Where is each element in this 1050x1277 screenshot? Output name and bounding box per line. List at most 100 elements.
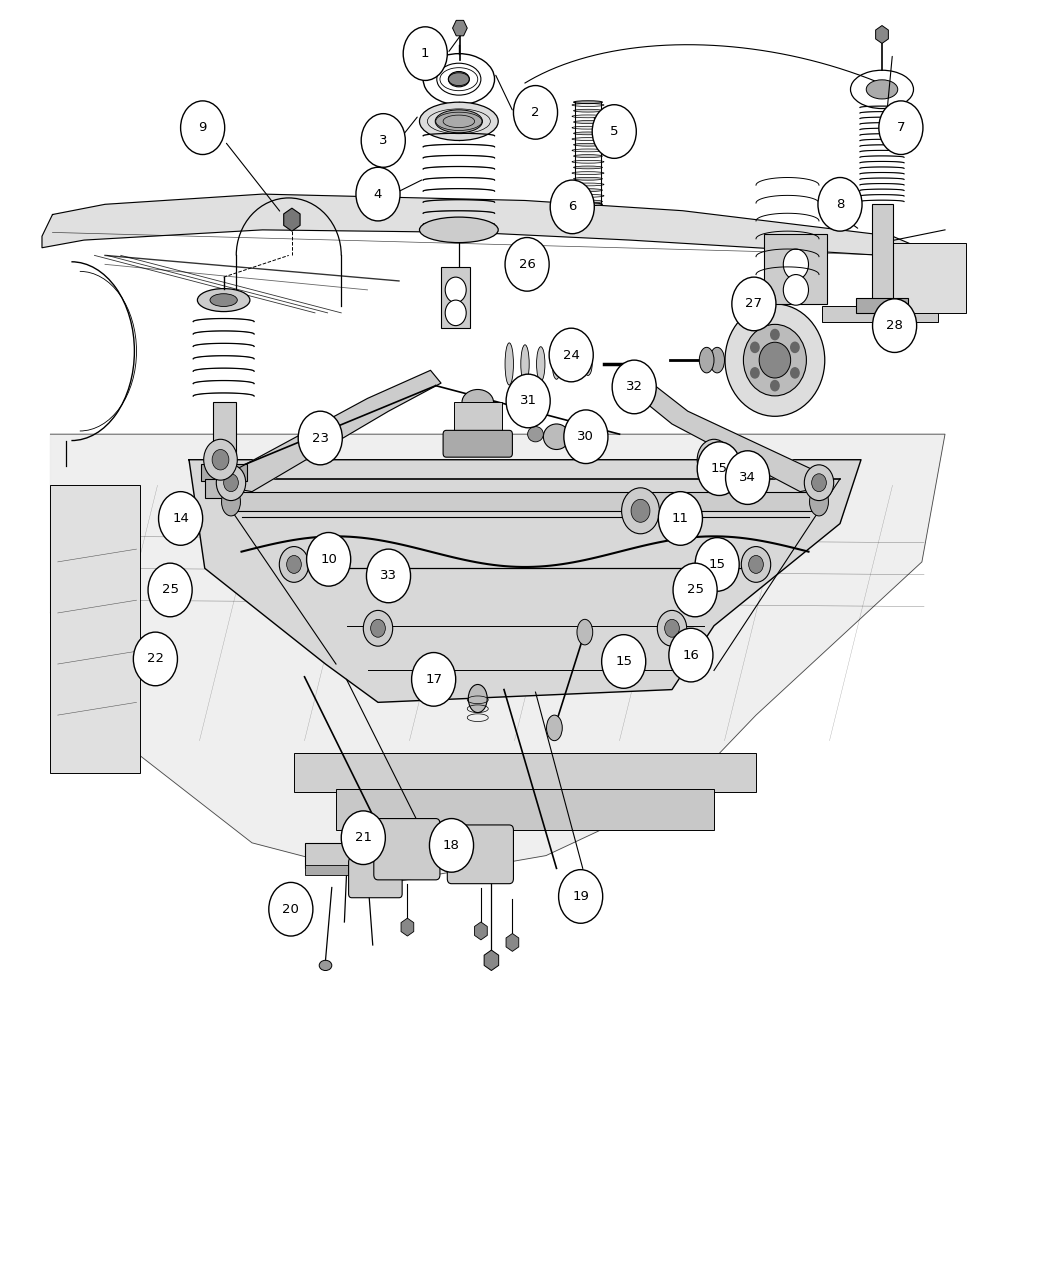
- Circle shape: [412, 653, 456, 706]
- Polygon shape: [226, 370, 441, 492]
- Ellipse shape: [573, 120, 603, 124]
- Circle shape: [361, 114, 405, 167]
- Circle shape: [741, 547, 771, 582]
- Text: 33: 33: [380, 570, 397, 582]
- Text: 24: 24: [563, 349, 580, 361]
- Text: 10: 10: [320, 553, 337, 566]
- Circle shape: [751, 368, 759, 378]
- Ellipse shape: [197, 289, 250, 312]
- Text: 8: 8: [836, 198, 844, 211]
- Circle shape: [287, 555, 301, 573]
- Circle shape: [602, 635, 646, 688]
- Circle shape: [506, 374, 550, 428]
- Text: 25: 25: [162, 584, 178, 596]
- Circle shape: [622, 488, 659, 534]
- Text: 3: 3: [379, 134, 387, 147]
- Ellipse shape: [584, 352, 592, 375]
- Ellipse shape: [572, 194, 604, 197]
- Circle shape: [549, 328, 593, 382]
- Circle shape: [356, 167, 400, 221]
- Circle shape: [279, 547, 309, 582]
- Text: 28: 28: [886, 319, 903, 332]
- Text: 18: 18: [443, 839, 460, 852]
- Circle shape: [564, 410, 608, 464]
- Circle shape: [612, 360, 656, 414]
- Text: 11: 11: [672, 512, 689, 525]
- Circle shape: [783, 249, 808, 280]
- FancyBboxPatch shape: [443, 430, 512, 457]
- Circle shape: [631, 499, 650, 522]
- Ellipse shape: [578, 619, 592, 645]
- Circle shape: [429, 819, 474, 872]
- Circle shape: [366, 549, 411, 603]
- Circle shape: [133, 632, 177, 686]
- Ellipse shape: [420, 217, 499, 243]
- Ellipse shape: [573, 189, 603, 192]
- Bar: [205, 479, 243, 498]
- Ellipse shape: [544, 424, 569, 450]
- Text: 6: 6: [568, 200, 576, 213]
- Bar: [201, 464, 247, 481]
- Bar: [336, 789, 714, 830]
- Bar: [304, 843, 388, 868]
- Text: 1: 1: [421, 47, 429, 60]
- Circle shape: [665, 619, 679, 637]
- Polygon shape: [42, 194, 914, 255]
- Circle shape: [403, 27, 447, 80]
- Ellipse shape: [546, 715, 563, 741]
- Bar: [441, 267, 470, 328]
- Ellipse shape: [573, 132, 603, 135]
- Circle shape: [224, 474, 238, 492]
- Circle shape: [812, 474, 826, 492]
- Text: 4: 4: [374, 188, 382, 200]
- Ellipse shape: [573, 178, 603, 180]
- Bar: [764, 234, 827, 304]
- Bar: [892, 243, 966, 313]
- Text: 19: 19: [572, 890, 589, 903]
- Circle shape: [791, 368, 799, 378]
- Text: 20: 20: [282, 903, 299, 916]
- Ellipse shape: [572, 161, 604, 163]
- Circle shape: [269, 882, 313, 936]
- Bar: [231, 492, 819, 511]
- Ellipse shape: [572, 126, 604, 129]
- Circle shape: [445, 277, 466, 303]
- Circle shape: [216, 465, 246, 501]
- Polygon shape: [189, 460, 861, 702]
- Circle shape: [804, 465, 834, 501]
- Circle shape: [445, 300, 466, 326]
- Ellipse shape: [448, 72, 469, 87]
- Ellipse shape: [866, 79, 898, 100]
- Ellipse shape: [462, 389, 493, 415]
- Ellipse shape: [572, 171, 604, 175]
- Ellipse shape: [435, 110, 483, 133]
- Text: 16: 16: [682, 649, 699, 661]
- Circle shape: [791, 342, 799, 352]
- Ellipse shape: [572, 183, 604, 186]
- Text: 31: 31: [520, 395, 537, 407]
- Ellipse shape: [573, 143, 603, 146]
- Circle shape: [204, 439, 237, 480]
- Ellipse shape: [573, 166, 603, 169]
- Text: 15: 15: [709, 558, 726, 571]
- Circle shape: [751, 342, 759, 352]
- Text: 32: 32: [626, 381, 643, 393]
- Text: 14: 14: [172, 512, 189, 525]
- Ellipse shape: [699, 347, 714, 373]
- Circle shape: [341, 811, 385, 865]
- Text: 17: 17: [425, 673, 442, 686]
- Text: 25: 25: [687, 584, 704, 596]
- Circle shape: [695, 538, 739, 591]
- Circle shape: [159, 492, 203, 545]
- Text: 9: 9: [198, 121, 207, 134]
- FancyBboxPatch shape: [349, 858, 402, 898]
- Circle shape: [783, 275, 808, 305]
- Circle shape: [307, 533, 351, 586]
- Bar: [213, 402, 236, 466]
- FancyBboxPatch shape: [447, 825, 513, 884]
- Text: 34: 34: [739, 471, 756, 484]
- Circle shape: [657, 610, 687, 646]
- Circle shape: [505, 238, 549, 291]
- Ellipse shape: [521, 345, 529, 383]
- Ellipse shape: [810, 488, 828, 516]
